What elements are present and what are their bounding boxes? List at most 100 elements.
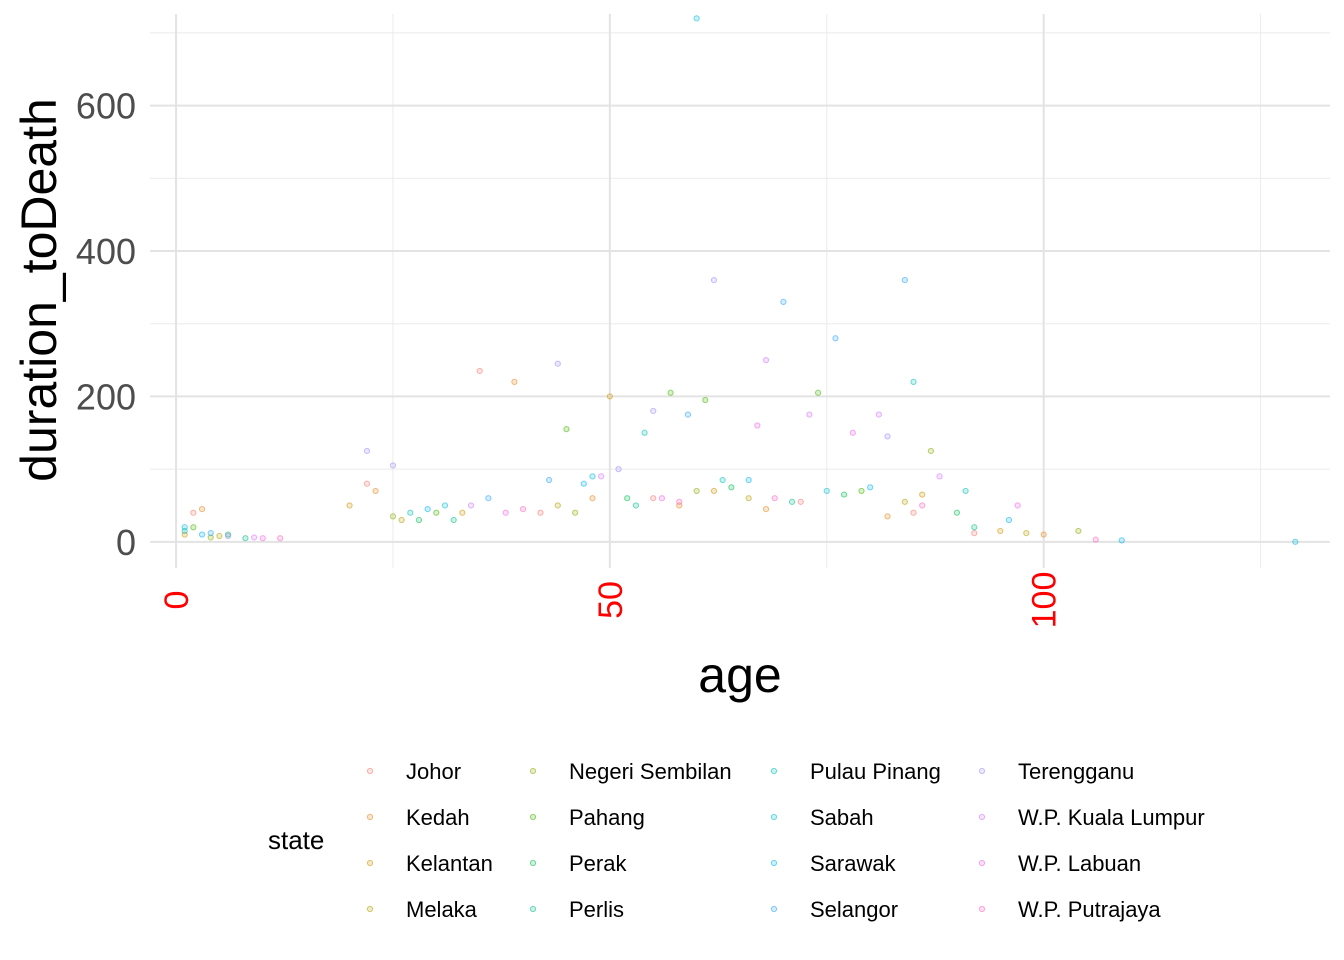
data-point xyxy=(389,513,397,520)
data-point xyxy=(563,426,570,433)
data-point xyxy=(728,484,735,491)
data-point xyxy=(997,527,1004,535)
x-axis-ticks: 0 50 100 xyxy=(158,572,1064,629)
legend-label: W.P. Putrajaya xyxy=(1018,897,1161,922)
data-point xyxy=(971,524,978,531)
legend-label: Kedah xyxy=(406,805,470,830)
grid-lines xyxy=(150,14,1330,568)
data-point xyxy=(519,506,527,513)
data-point xyxy=(606,393,613,400)
data-point xyxy=(1040,531,1047,538)
data-point xyxy=(363,447,371,455)
data-point xyxy=(224,532,232,540)
data-point xyxy=(537,509,544,516)
data-point xyxy=(1023,530,1030,537)
data-point xyxy=(832,335,839,342)
data-point xyxy=(919,502,926,509)
data-point xyxy=(433,509,440,516)
data-point xyxy=(407,509,414,516)
data-point xyxy=(632,502,639,509)
data-point xyxy=(754,422,761,429)
y-tick-label: 0 xyxy=(116,522,136,563)
data-point xyxy=(650,495,657,502)
data-point xyxy=(467,502,475,509)
data-point xyxy=(693,15,700,22)
data-point xyxy=(919,491,926,498)
legend-label: Terengganu xyxy=(1018,759,1134,784)
data-point xyxy=(849,429,856,436)
legend-label: Negeri Sembilan xyxy=(569,759,732,784)
data-point xyxy=(910,378,917,385)
x-tick-label: 50 xyxy=(592,581,630,619)
data-point xyxy=(823,487,830,495)
data-point xyxy=(190,524,197,531)
legend-label: W.P. Labuan xyxy=(1018,851,1141,876)
data-points xyxy=(181,15,1299,545)
legend-label: Pulau Pinang xyxy=(810,759,941,784)
data-point xyxy=(251,534,258,541)
data-point xyxy=(658,495,666,502)
x-axis-title: age xyxy=(698,647,781,703)
data-point xyxy=(589,495,596,502)
x-tick-label: 0 xyxy=(158,591,196,610)
y-tick-label: 600 xyxy=(76,86,136,127)
data-point xyxy=(806,411,813,418)
legend-key xyxy=(529,905,537,913)
data-point xyxy=(580,480,587,487)
data-point xyxy=(372,487,379,495)
data-point xyxy=(788,498,796,505)
data-point xyxy=(1292,538,1299,545)
legend-key xyxy=(529,813,537,821)
data-point xyxy=(502,509,509,516)
data-point xyxy=(771,495,778,502)
data-point xyxy=(884,433,891,440)
data-point xyxy=(242,535,249,542)
legend-label: Sarawak xyxy=(810,851,897,876)
data-point xyxy=(1092,536,1099,543)
data-point xyxy=(363,480,371,487)
data-point xyxy=(936,473,943,480)
data-point xyxy=(710,487,718,495)
data-point xyxy=(398,516,405,524)
legend-key xyxy=(366,905,374,913)
data-point xyxy=(867,484,874,491)
legend-label: Perak xyxy=(569,851,627,876)
data-point xyxy=(572,509,579,516)
data-point xyxy=(762,506,770,513)
x-tick-label: 100 xyxy=(1026,572,1064,629)
legend-key xyxy=(529,767,537,775)
data-point xyxy=(745,495,752,502)
data-point xyxy=(589,473,596,480)
data-point xyxy=(1075,527,1082,535)
y-axis-ticks: 0 200 400 600 xyxy=(76,86,136,563)
data-point xyxy=(650,407,657,415)
data-point xyxy=(441,502,449,509)
y-tick-label: 200 xyxy=(76,376,136,417)
data-point xyxy=(415,516,423,524)
legend-items: Johor Kedah Kelantan Melaka Negeri Sembilan P… xyxy=(366,759,1205,922)
legend-label: W.P. Kuala Lumpur xyxy=(1018,805,1205,830)
data-point xyxy=(745,476,752,484)
legend-label: Selangor xyxy=(810,897,898,922)
legend-key xyxy=(770,859,778,867)
data-point xyxy=(780,298,787,306)
data-point xyxy=(875,411,882,418)
legend: state Johor Kedah Kelantan Melaka Negeri Sem… xyxy=(268,759,1205,922)
legend-key xyxy=(770,767,778,775)
data-point xyxy=(953,509,961,516)
data-point xyxy=(598,473,605,480)
legend-key xyxy=(529,859,537,867)
legend-key xyxy=(366,859,374,867)
y-tick-label: 400 xyxy=(76,231,136,272)
data-point xyxy=(554,502,561,509)
legend-key xyxy=(978,859,986,867)
data-point xyxy=(901,498,908,505)
data-point xyxy=(459,509,466,516)
y-axis-title: duration_toDeath xyxy=(11,98,67,482)
data-point xyxy=(693,487,700,495)
data-point xyxy=(190,509,197,516)
data-point xyxy=(389,462,397,469)
data-point xyxy=(511,378,518,385)
data-point xyxy=(259,535,266,542)
